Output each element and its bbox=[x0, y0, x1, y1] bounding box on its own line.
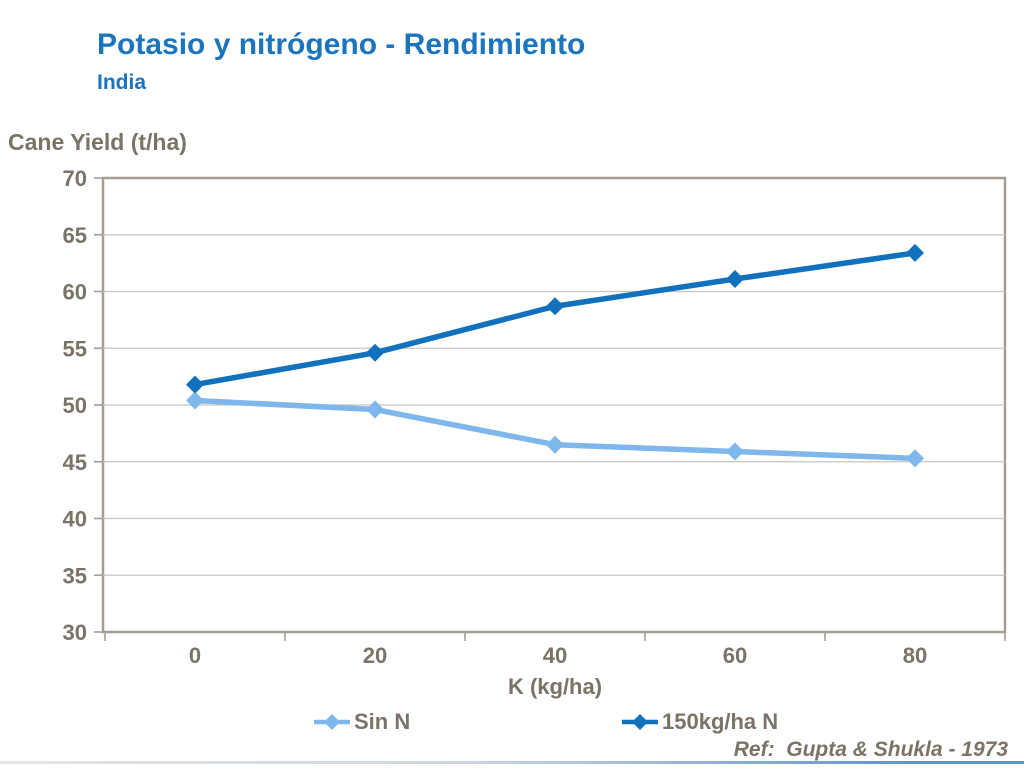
x-tick-label: 60 bbox=[723, 643, 747, 668]
data-point-marker-150kg-ha-n bbox=[366, 343, 384, 362]
legend-item-150kg-n: 150kg/ha N bbox=[621, 706, 778, 738]
x-tick-label: 0 bbox=[189, 643, 201, 668]
data-point-marker-150kg-ha-n bbox=[726, 270, 744, 289]
y-axis-title: Cane Yield (t/ha) bbox=[8, 129, 187, 155]
data-point-marker-150kg-ha-n bbox=[546, 297, 564, 316]
data-point-marker-150kg-ha-n bbox=[906, 243, 924, 262]
data-point-marker-sin-n bbox=[186, 391, 204, 410]
bottom-divider bbox=[0, 761, 1024, 764]
y-tick-label: 35 bbox=[63, 563, 87, 588]
y-tick-label: 40 bbox=[63, 507, 87, 532]
y-tick-label: 55 bbox=[63, 336, 87, 361]
legend-label: Sin N bbox=[354, 709, 411, 734]
page-subtitle: India bbox=[97, 71, 147, 94]
legend-item-sin-n: Sin N bbox=[313, 706, 410, 738]
y-tick-label: 65 bbox=[63, 223, 87, 248]
data-point-marker-sin-n bbox=[546, 435, 564, 454]
sin-n-line-marker-icon bbox=[314, 714, 350, 730]
reference-text: Ref: Gupta & Shukla - 1973 bbox=[733, 738, 1008, 761]
data-point-marker-sin-n bbox=[906, 449, 924, 468]
data-point-marker-sin-n bbox=[726, 442, 744, 461]
data-point-marker-sin-n bbox=[366, 400, 384, 419]
x-tick-label: 20 bbox=[363, 643, 387, 668]
y-tick-label: 30 bbox=[63, 620, 87, 645]
chart-legend: Sin N 150kg/ha N bbox=[0, 706, 1024, 738]
150kg-n-line-marker-icon bbox=[622, 714, 658, 730]
x-tick-label: 40 bbox=[543, 643, 567, 668]
y-tick-label: 45 bbox=[63, 450, 87, 475]
y-tick-label: 70 bbox=[63, 166, 87, 191]
data-point-marker-150kg-ha-n bbox=[186, 375, 204, 394]
x-tick-label: 80 bbox=[903, 643, 927, 668]
legend-label: 150kg/ha N bbox=[662, 709, 779, 734]
y-tick-label: 50 bbox=[63, 393, 87, 418]
page-title: Potasio y nitrógeno - Rendimiento bbox=[97, 28, 586, 61]
x-axis-title: K (kg/ha) bbox=[507, 674, 603, 699]
y-tick-label: 60 bbox=[63, 280, 87, 305]
